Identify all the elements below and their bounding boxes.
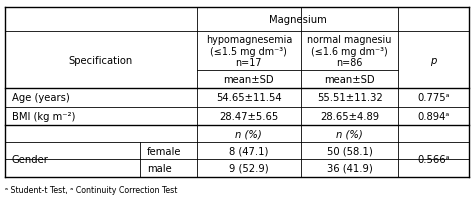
Text: Gender: Gender [12,155,49,165]
Text: 9 (52.9): 9 (52.9) [229,163,269,173]
Text: hypomagnesemia
(≤1.5 mg dm⁻³)
n=17: hypomagnesemia (≤1.5 mg dm⁻³) n=17 [206,35,292,68]
Text: female: female [147,146,182,156]
Text: BMI (kg m⁻²): BMI (kg m⁻²) [12,111,75,121]
Text: male: male [147,163,172,173]
Text: 54.65±11.54: 54.65±11.54 [216,93,282,103]
Text: 28.47±5.65: 28.47±5.65 [219,111,279,121]
Text: 0.566ᵃ: 0.566ᵃ [418,155,450,165]
Text: p: p [430,56,437,66]
Text: n (%): n (%) [336,129,363,139]
Text: 28.65±4.89: 28.65±4.89 [320,111,379,121]
Text: 0.775ᵃ: 0.775ᵃ [418,93,450,103]
Text: n (%): n (%) [236,129,262,139]
Text: Age (years): Age (years) [12,93,70,103]
Text: 8 (47.1): 8 (47.1) [229,146,269,156]
Text: 0.894ᵃ: 0.894ᵃ [418,111,450,121]
Text: mean±SD: mean±SD [224,75,274,85]
Text: 36 (41.9): 36 (41.9) [327,163,373,173]
Text: mean±SD: mean±SD [324,75,375,85]
Text: 50 (58.1): 50 (58.1) [327,146,373,156]
Text: Specification: Specification [69,56,133,66]
Text: 55.51±11.32: 55.51±11.32 [317,93,383,103]
Text: normal magnesiu
(≤1.6 mg dm⁻³)
n=86: normal magnesiu (≤1.6 mg dm⁻³) n=86 [307,35,392,68]
Text: ᵃ Student-t Test, ᵃ Continuity Correction Test: ᵃ Student-t Test, ᵃ Continuity Correctio… [5,185,177,194]
Text: Magnesium: Magnesium [269,15,326,25]
